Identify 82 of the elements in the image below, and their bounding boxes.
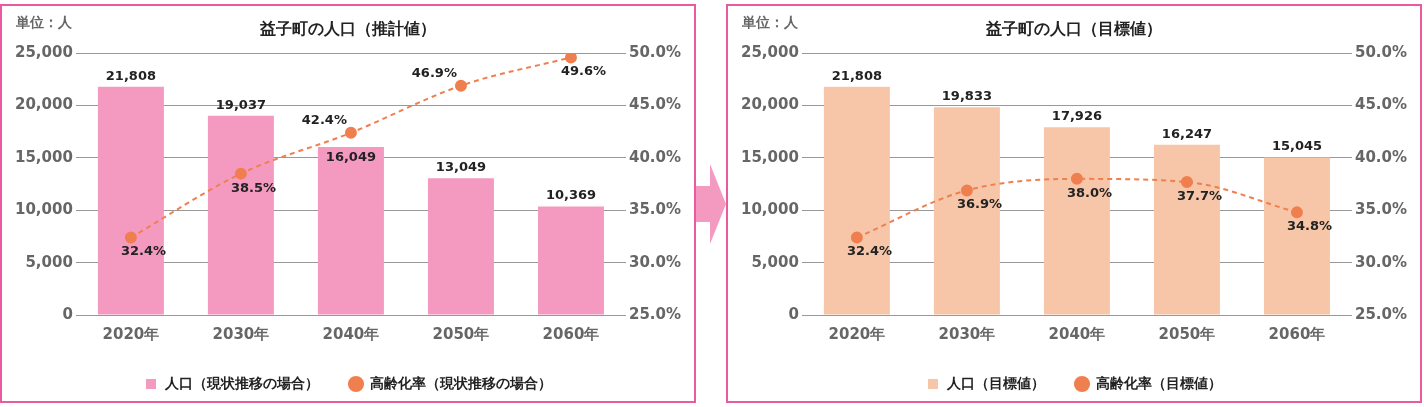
text: 単位：人 [742, 14, 798, 32]
x-tick-label: 2020年 [102, 324, 160, 343]
bar [933, 107, 1000, 315]
text: 単位：人 [16, 14, 72, 32]
data-label: 17,926 [1051, 108, 1103, 124]
data-label: 34.8% [1286, 218, 1333, 234]
data-label: 16,049 [325, 148, 377, 164]
y2-tick-label: 30.0% [1354, 252, 1408, 271]
bar [97, 86, 164, 315]
point [124, 231, 137, 244]
point [960, 184, 973, 197]
bar [1043, 127, 1110, 315]
data-label: 19,037 [215, 96, 266, 112]
legend-label: 高齢化率（目標値） [1096, 374, 1222, 391]
point [1070, 172, 1083, 185]
bar [823, 86, 890, 315]
x-tick-label: 2020年 [828, 324, 886, 343]
data-label: 21,808 [831, 67, 882, 83]
y-tick-label: 15,000 [14, 147, 73, 166]
y-tick-label: 25,000 [740, 43, 799, 62]
data-label: 32.4% [120, 243, 166, 259]
data-label: 32.4% [846, 243, 892, 259]
y2-tick-label: 25.0% [628, 304, 682, 323]
y-tick-label: 5,000 [751, 252, 799, 271]
data-label: 13,049 [435, 159, 487, 175]
y-tick-label: 0 [788, 304, 799, 323]
y2-tick-label: 50.0% [628, 43, 682, 62]
x-tick-label: 2050年 [432, 324, 490, 343]
chart-title: 益子町の人口（推計値） [259, 18, 436, 38]
y2-tick-label: 35.0% [628, 200, 682, 219]
bar [317, 146, 384, 315]
y-tick-label: 10,000 [740, 200, 799, 219]
y-tick-label: 5,000 [25, 252, 73, 271]
x-tick-label: 2030年 [938, 324, 996, 343]
data-label: 37.7% [1176, 187, 1223, 203]
data-label: 49.6% [560, 63, 607, 79]
data-label: 38.0% [1066, 184, 1113, 200]
legend-label: 人口（目標値） [946, 374, 1045, 391]
bar [1263, 157, 1330, 315]
legend-label: 高齢化率（現状推移の場合） [370, 374, 552, 391]
y2-tick-label: 25.0% [1354, 304, 1408, 323]
point [344, 126, 357, 139]
x-tick-label: 2060年 [1268, 324, 1326, 343]
point [564, 53, 577, 64]
x-tick-label: 2060年 [542, 324, 600, 343]
data-label: 36.9% [956, 196, 1003, 212]
bar [427, 178, 494, 315]
data-label: 46.9% [411, 64, 457, 80]
y2-tick-label: 30.0% [628, 252, 682, 271]
bar [537, 206, 604, 315]
point [1290, 206, 1303, 219]
y2-tick-label: 40.0% [1354, 147, 1408, 166]
data-label: 38.5% [230, 179, 277, 195]
x-tick-label: 2050年 [1158, 324, 1216, 343]
y-tick-label: 10,000 [14, 200, 73, 219]
y-tick-label: 0 [62, 304, 73, 323]
y-tick-label: 25,000 [14, 43, 73, 62]
bar [207, 115, 274, 315]
bar [1153, 144, 1220, 315]
x-tick-label: 2040年 [322, 324, 380, 343]
x-tick-label: 2040年 [1048, 324, 1106, 343]
point [850, 231, 863, 244]
data-label: 19,833 [941, 88, 992, 104]
y-tick-label: 20,000 [14, 95, 73, 114]
data-label: 21,808 [105, 67, 156, 83]
legend-label: 人口（現状推移の場合） [164, 374, 319, 391]
x-tick-label: 2030年 [212, 324, 270, 343]
data-label: 15,045 [1271, 138, 1323, 154]
point [1180, 176, 1193, 189]
point [234, 167, 247, 180]
data-label: 10,369 [545, 187, 597, 203]
y2-tick-label: 45.0% [628, 95, 682, 114]
y2-tick-label: 40.0% [628, 147, 682, 166]
y-tick-label: 20,000 [740, 95, 799, 114]
data-label: 16,247 [1161, 125, 1213, 141]
data-label: 42.4% [301, 111, 347, 127]
chart-title: 益子町の人口（目標値） [985, 18, 1162, 38]
y2-tick-label: 45.0% [1354, 95, 1408, 114]
y-tick-label: 15,000 [740, 147, 799, 166]
point [454, 79, 467, 92]
y2-tick-label: 50.0% [1354, 43, 1408, 62]
y2-tick-label: 35.0% [1354, 200, 1408, 219]
